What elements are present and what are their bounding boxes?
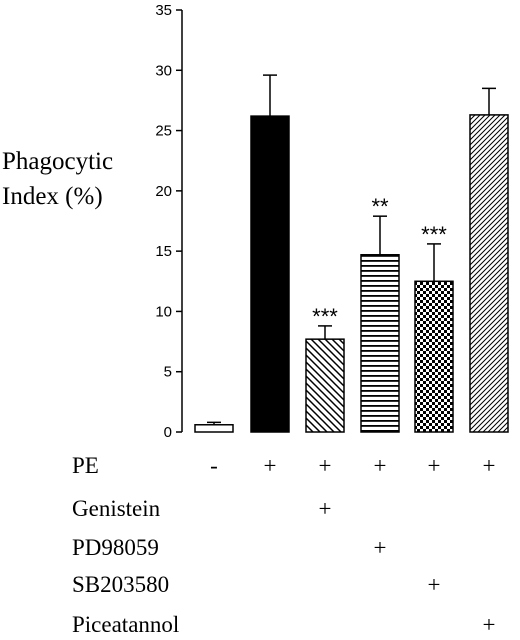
y-axis-label-line-1: Phagocytic [2, 148, 114, 175]
treatment-mark-4-5: + [482, 612, 496, 637]
treatment-mark-1-2: + [318, 496, 332, 521]
significance-label-5: *** [421, 222, 447, 247]
y-tick-label-0: 0 [164, 424, 172, 441]
treatment-mark-0-2: + [318, 453, 332, 478]
y-tick-label-25: 25 [155, 123, 172, 140]
treatment-mark-0-3: + [373, 453, 387, 478]
treatment-label-3: SB203580 [72, 572, 170, 597]
bar-4 [360, 254, 400, 433]
treatment-label-0: PE [72, 453, 99, 478]
bar-2 [250, 115, 290, 433]
y-tick-label-15: 15 [155, 243, 172, 260]
y-tick-label-10: 10 [155, 303, 172, 320]
y-tick-label-30: 30 [155, 62, 172, 79]
bar-3 [305, 338, 345, 433]
y-tick-label-5: 5 [164, 364, 172, 381]
y-axis-label-line-2: Index (%) [2, 183, 103, 210]
treatment-label-4: Piceatannol [72, 612, 180, 637]
treatment-label-2: PD98059 [72, 535, 159, 560]
treatment-label-1: Genistein [72, 496, 161, 521]
bar-5 [414, 280, 454, 433]
treatment-mark-3-4: + [427, 572, 441, 597]
bar-6 [469, 114, 509, 433]
bar-1 [194, 424, 234, 433]
treatment-mark-2-3: + [373, 535, 387, 560]
treatment-mark-0-0: - [210, 453, 218, 478]
y-tick-label-35: 35 [155, 2, 172, 19]
significance-label-4: ** [371, 194, 389, 219]
y-tick-label-20: 20 [155, 183, 172, 200]
treatment-mark-0-1: + [263, 453, 277, 478]
treatment-mark-0-5: + [482, 453, 496, 478]
significance-label-3: *** [312, 304, 338, 329]
treatment-mark-0-4: + [427, 453, 441, 478]
